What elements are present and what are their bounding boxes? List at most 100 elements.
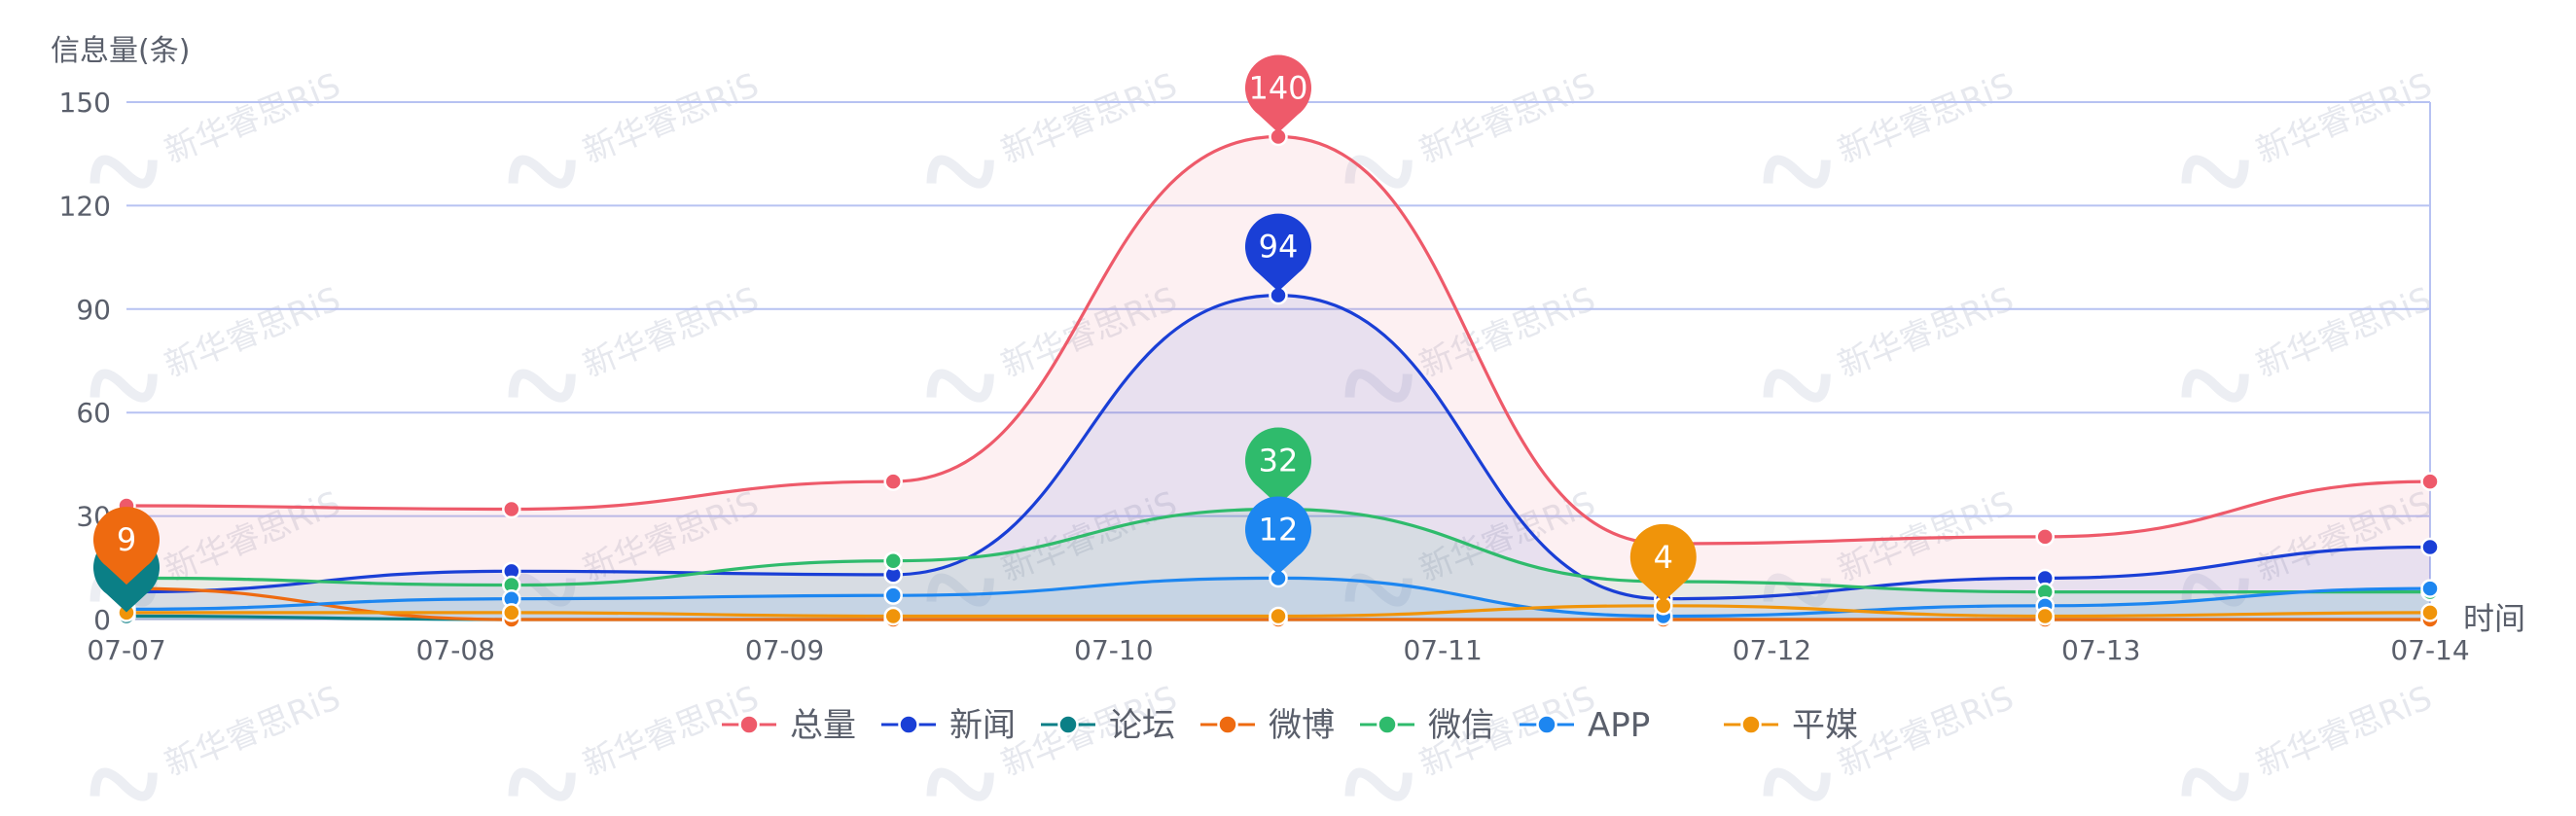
x-tick-label: 07-09 [745,634,824,666]
watermark: 新华睿思RiS [508,66,765,189]
legend: 总量 新闻 论坛 微博 微信 APP 平媒 [722,706,1858,745]
watermark-logo [1344,155,1413,189]
watermark-logo [508,369,576,403]
legend-label: 微博 [1269,706,1335,745]
pin-label: 12 [1259,511,1299,548]
x-tick-label: 07-13 [2061,634,2140,666]
watermark: 新华睿思RiS [508,679,765,801]
watermark: 新华睿思RiS [89,280,346,403]
x-tick-label: 07-11 [1403,634,1482,666]
data-point [502,603,521,622]
data-point [883,472,903,491]
data-point [883,606,903,626]
watermark: 新华睿思RiS [1344,679,1601,801]
y-tick-label: 150 [59,87,111,119]
watermark-logo [89,369,158,403]
pin-label: 94 [1259,229,1299,266]
watermark: 新华睿思RiS [89,66,346,189]
legend-marker [1217,714,1238,735]
watermark: 新华睿思RiS [2181,66,2438,189]
pin-label: 32 [1259,443,1299,479]
watermark-text: 新华睿思RiS [578,280,765,386]
value-pin: 12 [1244,496,1311,575]
pin-shape [1244,54,1311,133]
legend-label: 微信 [1428,706,1494,745]
y-axis-label: 信息量(条) [51,34,190,68]
value-pin: 94 [1244,213,1311,292]
y-tick-label: 120 [59,190,111,222]
watermark-logo [89,155,158,189]
watermark-logo [1344,369,1413,403]
value-pin: 9 [93,507,160,585]
data-point [2420,579,2440,598]
legend-item: 新闻 [881,706,1016,745]
pin-label: 9 [117,521,136,558]
watermark-logo [1763,767,1831,801]
watermark-logo [1763,369,1831,403]
watermark-logo [926,767,994,801]
watermark-text: 新华睿思RiS [578,679,765,785]
watermark-logo [926,155,994,189]
watermark-logo [2181,767,2249,801]
watermark-text: 新华睿思RiS [2251,280,2438,386]
legend-marker [898,714,919,735]
data-point [2035,606,2055,626]
legend-item: 平媒 [1724,706,1858,745]
legend-label: 平媒 [1792,706,1858,745]
x-tick-label: 07-08 [416,634,495,666]
watermark: 新华睿思RiS [926,66,1183,189]
legend-marker [1536,714,1557,735]
watermark-text: 新华睿思RiS [1833,679,2020,785]
watermark-text: 新华睿思RiS [996,66,1183,172]
watermark-logo [89,767,158,801]
watermark-logo [926,369,994,403]
watermark-logo [508,767,576,801]
pin-label: 4 [1654,539,1673,576]
data-point [883,550,903,571]
watermark-logo [2181,369,2249,403]
legend-label: 论坛 [1109,706,1175,745]
y-tick-label: 90 [76,294,111,326]
x-tick-label: 07-12 [1733,634,1811,666]
pin-shape [1629,523,1697,602]
data-point [2420,472,2440,491]
y-tick-label: 0 [93,604,111,636]
watermark-logo [508,155,576,189]
watermark: 新华睿思RiS [2181,280,2438,403]
pin-shape [1244,213,1311,292]
watermark-logo [2181,155,2249,189]
watermark-text: 新华睿思RiS [1414,66,1601,172]
watermark-text: 新华睿思RiS [1833,280,2020,386]
legend-item: 微信 [1360,706,1494,745]
pin-shape [1244,496,1311,575]
data-point [502,499,521,519]
data-point [2420,537,2440,557]
watermark-logo [1344,767,1413,801]
legend-item: 总量 [722,706,856,745]
data-point [1269,606,1288,626]
watermark-logo [1344,573,1413,607]
pin-shape [93,507,160,585]
watermark: 新华睿思RiS [926,679,1183,801]
y-tick-label: 60 [76,397,111,429]
x-tick-label: 07-14 [2390,634,2469,666]
data-point [2035,527,2055,547]
watermark-text: 新华睿思RiS [1833,66,2020,172]
watermark-text: 新华睿思RiS [578,66,765,172]
legend-item: APP [1520,706,1650,745]
legend-marker [1740,714,1762,735]
legend-marker [1057,714,1079,735]
x-axis-label: 时间 [2463,600,2525,637]
watermark: 新华睿思RiS [1344,66,1601,189]
pin-shape [1244,427,1311,506]
x-tick-label: 07-07 [87,634,165,666]
legend-marker [1377,714,1398,735]
legend-item: 微博 [1200,706,1335,745]
area-APP [126,578,2430,620]
pin-label: 140 [1248,69,1307,106]
watermark: 新华睿思RiS [508,280,765,403]
value-pin: 140 [1244,54,1311,133]
watermark-text: 新华睿思RiS [2251,679,2438,785]
